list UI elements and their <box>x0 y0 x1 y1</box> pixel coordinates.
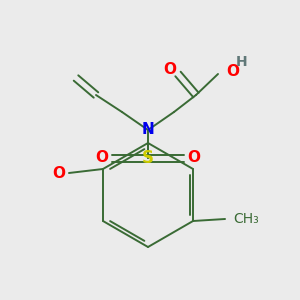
Text: O: O <box>164 62 176 77</box>
Text: O: O <box>95 151 109 166</box>
Text: O: O <box>52 166 65 181</box>
Text: H: H <box>236 55 248 69</box>
Text: S: S <box>142 149 154 167</box>
Text: CH₃: CH₃ <box>233 212 259 226</box>
Text: N: N <box>142 122 154 137</box>
Text: O: O <box>226 64 239 80</box>
Text: O: O <box>188 151 200 166</box>
